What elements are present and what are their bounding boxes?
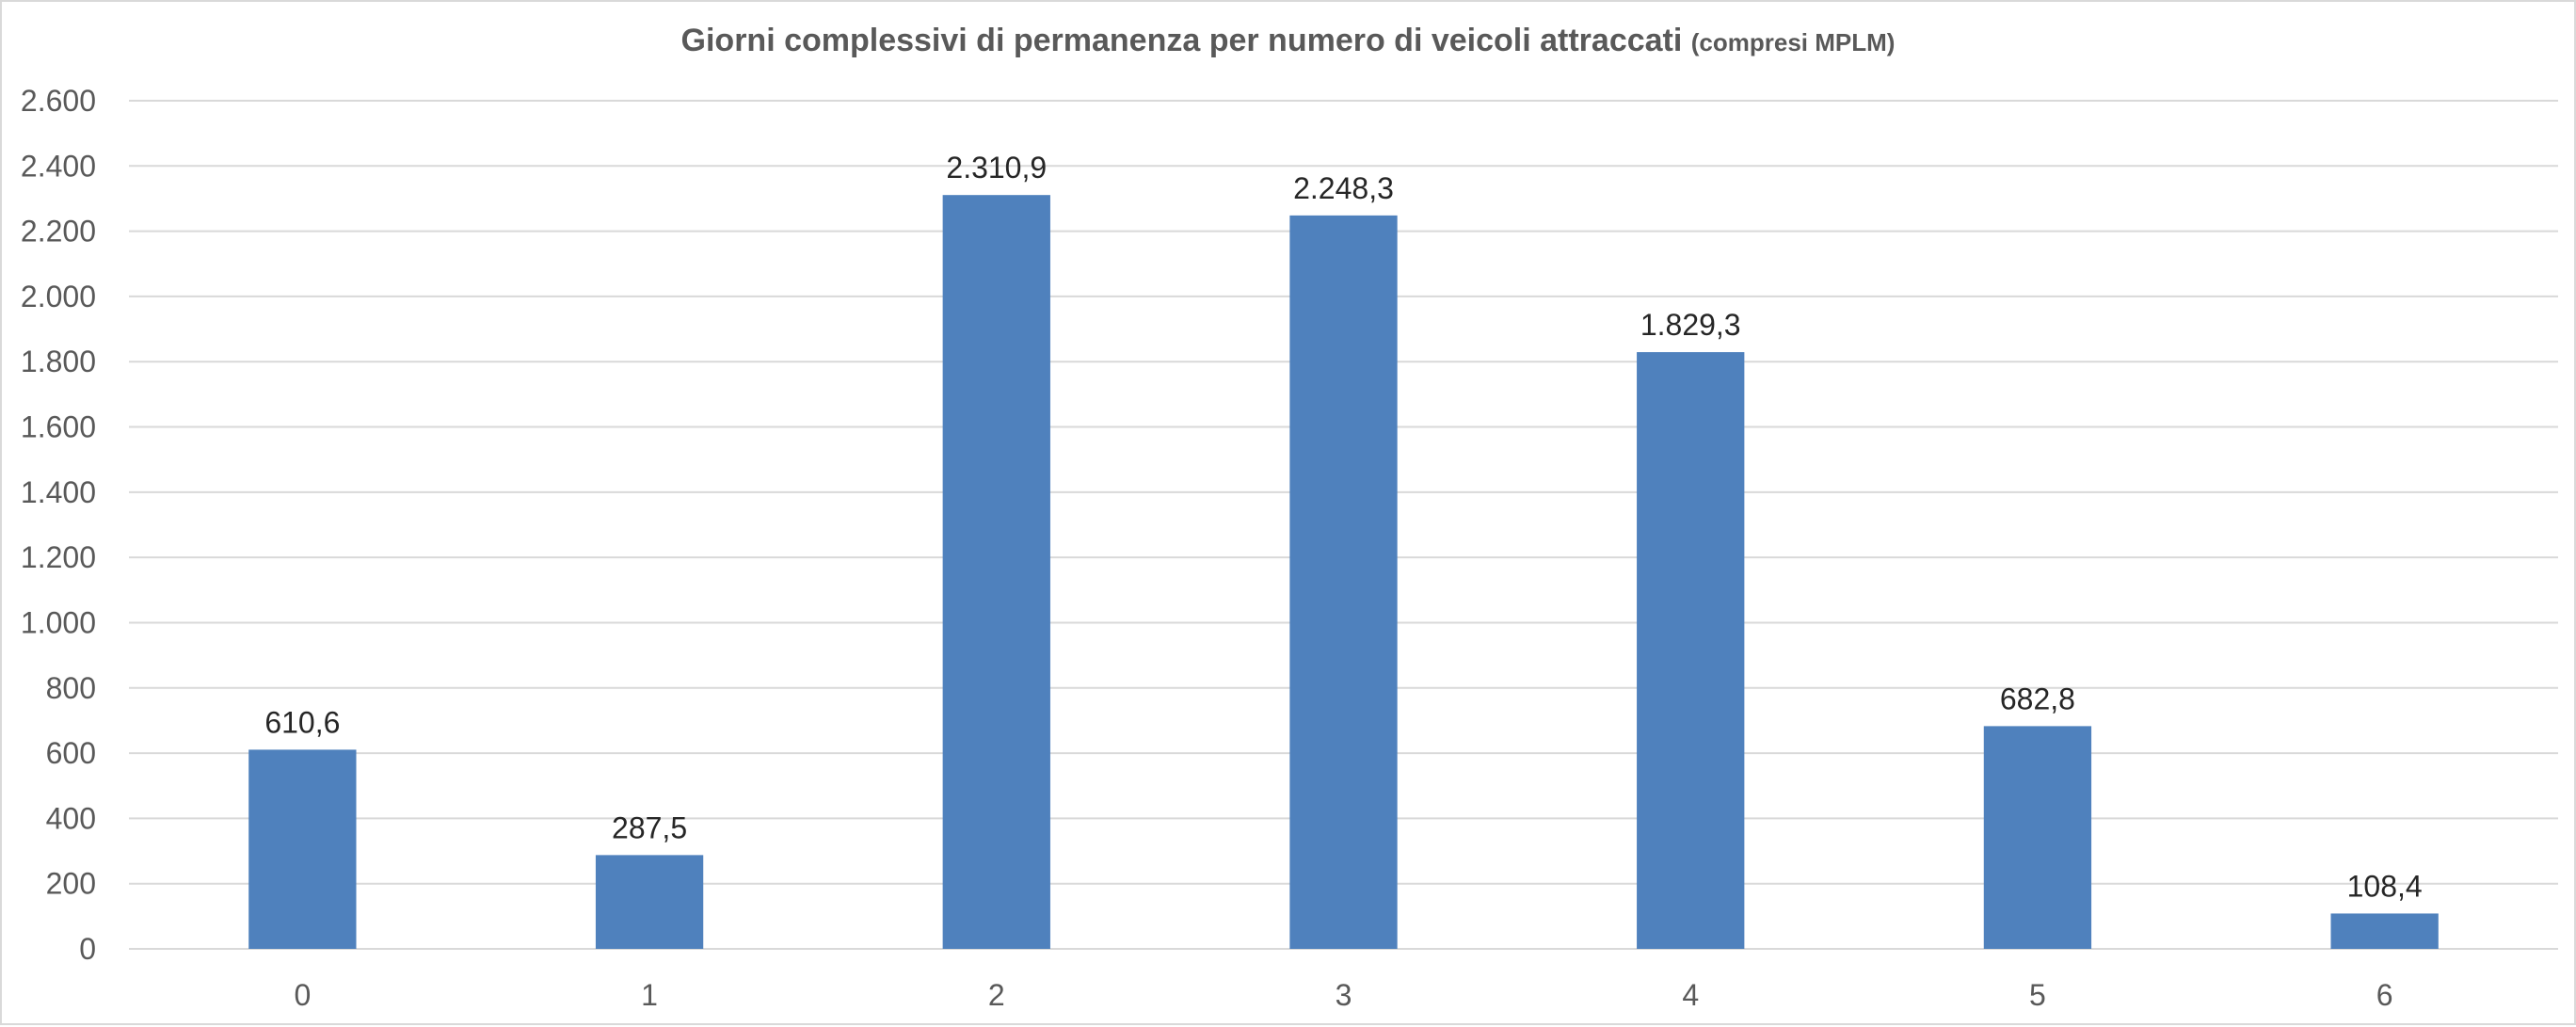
bar-1 bbox=[595, 855, 704, 949]
bar-3 bbox=[1289, 215, 1398, 950]
bar-6 bbox=[2330, 913, 2439, 949]
bar-4 bbox=[1637, 352, 1745, 950]
bar-5 bbox=[1983, 726, 2092, 949]
data-label: 610,6 bbox=[264, 705, 340, 739]
chart-title: Giorni complessivi di permanenza per num… bbox=[2, 23, 2574, 59]
y-tick-label: 2.000 bbox=[21, 280, 96, 313]
data-label: 2.310,9 bbox=[946, 151, 1047, 185]
x-tick-label: 2 bbox=[988, 978, 1005, 1012]
y-tick-label: 800 bbox=[46, 671, 96, 705]
data-label: 682,8 bbox=[2000, 682, 2075, 715]
y-tick-label: 600 bbox=[46, 736, 96, 770]
y-tick-label: 400 bbox=[46, 801, 96, 835]
chart-title-main: Giorni complessivi di permanenza per num… bbox=[680, 23, 1683, 58]
data-label: 2.248,3 bbox=[1293, 171, 1394, 205]
y-tick-label: 1.400 bbox=[21, 475, 96, 509]
y-tick-label: 1.200 bbox=[21, 540, 96, 574]
data-label: 108,4 bbox=[2347, 869, 2423, 903]
x-tick-label: 0 bbox=[294, 978, 311, 1012]
y-tick-label: 200 bbox=[46, 867, 96, 901]
x-tick-label: 1 bbox=[641, 978, 658, 1012]
x-tick-label: 4 bbox=[1682, 978, 1699, 1012]
x-tick-label: 3 bbox=[1336, 978, 1352, 1012]
y-tick-label: 0 bbox=[79, 932, 96, 966]
y-tick-label: 1.000 bbox=[21, 605, 96, 639]
bar-0 bbox=[248, 749, 357, 949]
y-tick-label: 2.600 bbox=[21, 84, 96, 118]
x-tick-label: 5 bbox=[2029, 978, 2046, 1012]
data-label: 287,5 bbox=[612, 810, 687, 844]
data-label: 1.829,3 bbox=[1640, 308, 1741, 342]
y-tick-label: 2.200 bbox=[21, 215, 96, 249]
y-tick-label: 1.800 bbox=[21, 345, 96, 378]
bar-2 bbox=[942, 195, 1050, 949]
x-tick-label: 6 bbox=[2376, 978, 2393, 1012]
chart-subtitle: (compresi MPLM) bbox=[1690, 28, 1896, 56]
y-tick-label: 1.600 bbox=[21, 410, 96, 444]
y-tick-label: 2.400 bbox=[21, 149, 96, 183]
